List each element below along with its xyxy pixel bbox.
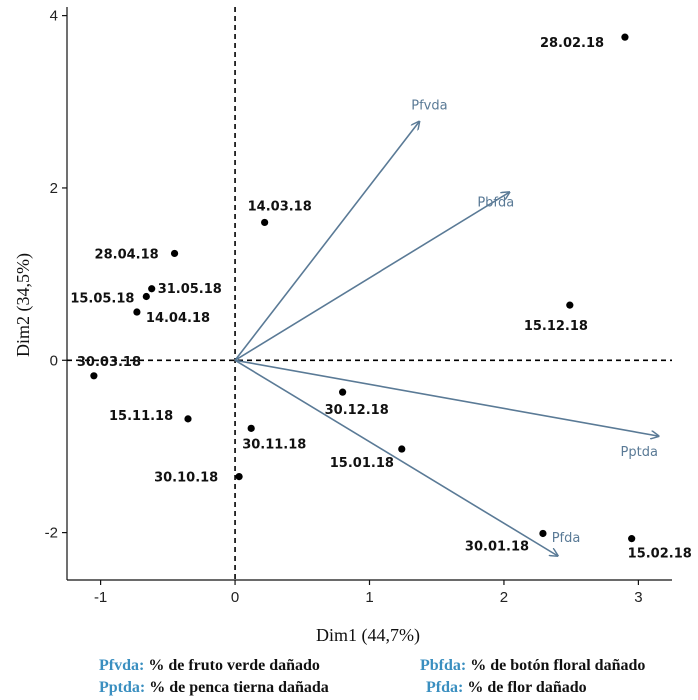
x-tick-label: 2 [500, 589, 508, 606]
legend-text: % de flor dañado [467, 679, 587, 696]
legend-text: % de penca tierna dañada [149, 679, 329, 696]
point-label: 30.11.18 [242, 437, 306, 452]
data-point [339, 388, 347, 396]
y-tick-label: 4 [50, 8, 58, 25]
vector-label-pfda: Pfda [552, 531, 581, 546]
point-label: 15.12.18 [524, 319, 588, 334]
vector-pfvda [234, 122, 419, 361]
data-point [566, 301, 574, 309]
point-label: 30.03.18 [77, 355, 141, 370]
data-point [90, 372, 98, 380]
point-label: 14.04.18 [146, 311, 210, 326]
legend-item-pfvda: Pfvda: % de fruto verde dañado [99, 657, 320, 675]
y-tick-label: -2 [45, 525, 58, 542]
data-point [621, 33, 629, 41]
point-label: 15.02.18 [628, 547, 692, 562]
legend-item-pptda: Pptda: % de penca tierna dañada [99, 679, 329, 697]
legend-key: Pbfda: [420, 657, 467, 674]
data-point [539, 529, 547, 538]
point-label: 14.03.18 [248, 199, 312, 214]
y-axis-title: Dim2 (34,5%) [13, 253, 34, 357]
point-label: 15.11.18 [109, 409, 173, 424]
point-label: 30.10.18 [154, 471, 218, 486]
legend-key: Pfda: [426, 679, 464, 696]
data-point [133, 308, 141, 316]
data-point [628, 535, 636, 543]
point-label: 30.01.18 [465, 539, 529, 554]
vector-pbfda [234, 192, 509, 361]
legend-text: % de fruto verde dañado [148, 657, 320, 674]
data-point [184, 415, 192, 423]
legend-key: Pfvda: [99, 657, 145, 674]
data-point [235, 473, 243, 481]
point-label: 28.04.18 [95, 247, 159, 262]
point-label: 28.02.18 [540, 36, 604, 51]
point-label: 15.05.18 [70, 292, 134, 307]
x-tick-label: 3 [634, 589, 642, 606]
legend-key: Pptda: [99, 679, 146, 696]
data-point [142, 292, 150, 301]
x-axis-title: Dim1 (44,7%) [316, 625, 420, 646]
x-tick-label: 0 [231, 589, 239, 606]
data-point [261, 218, 269, 227]
y-tick-label: 0 [50, 352, 58, 369]
legend-text: % de botón floral dañado [470, 657, 646, 674]
y-tick-label: 2 [50, 180, 58, 197]
data-point [148, 285, 156, 293]
data-point [170, 249, 179, 258]
x-tick-label: 1 [365, 589, 373, 606]
x-tick-label: -1 [94, 589, 107, 606]
legend-item-pbfda: Pbfda: % de botón floral dañado [420, 657, 645, 675]
vector-pfda [234, 359, 558, 556]
point-label: 15.01.18 [330, 456, 394, 471]
legend-item-pfda: Pfda: % de flor dañado [426, 679, 587, 697]
data-point [398, 445, 406, 453]
point-label: 31.05.18 [158, 282, 222, 297]
legend: Pfvda: % de fruto verde dañado Pbfda: % … [0, 655, 698, 700]
vector-label-pptda: Pptda [621, 445, 658, 460]
vector-label-pbfda: Pbfda [477, 195, 514, 210]
vector-pptda [234, 359, 659, 436]
vector-label-pfvda: Pfvda [411, 99, 447, 114]
point-label: 30.12.18 [325, 403, 389, 418]
pca-biplot: -1 0 1 2 3 -2 0 2 4 Pfvda Pbfda Pptda Pfda 28.02.18… [13, 7, 692, 646]
data-point [247, 424, 255, 432]
